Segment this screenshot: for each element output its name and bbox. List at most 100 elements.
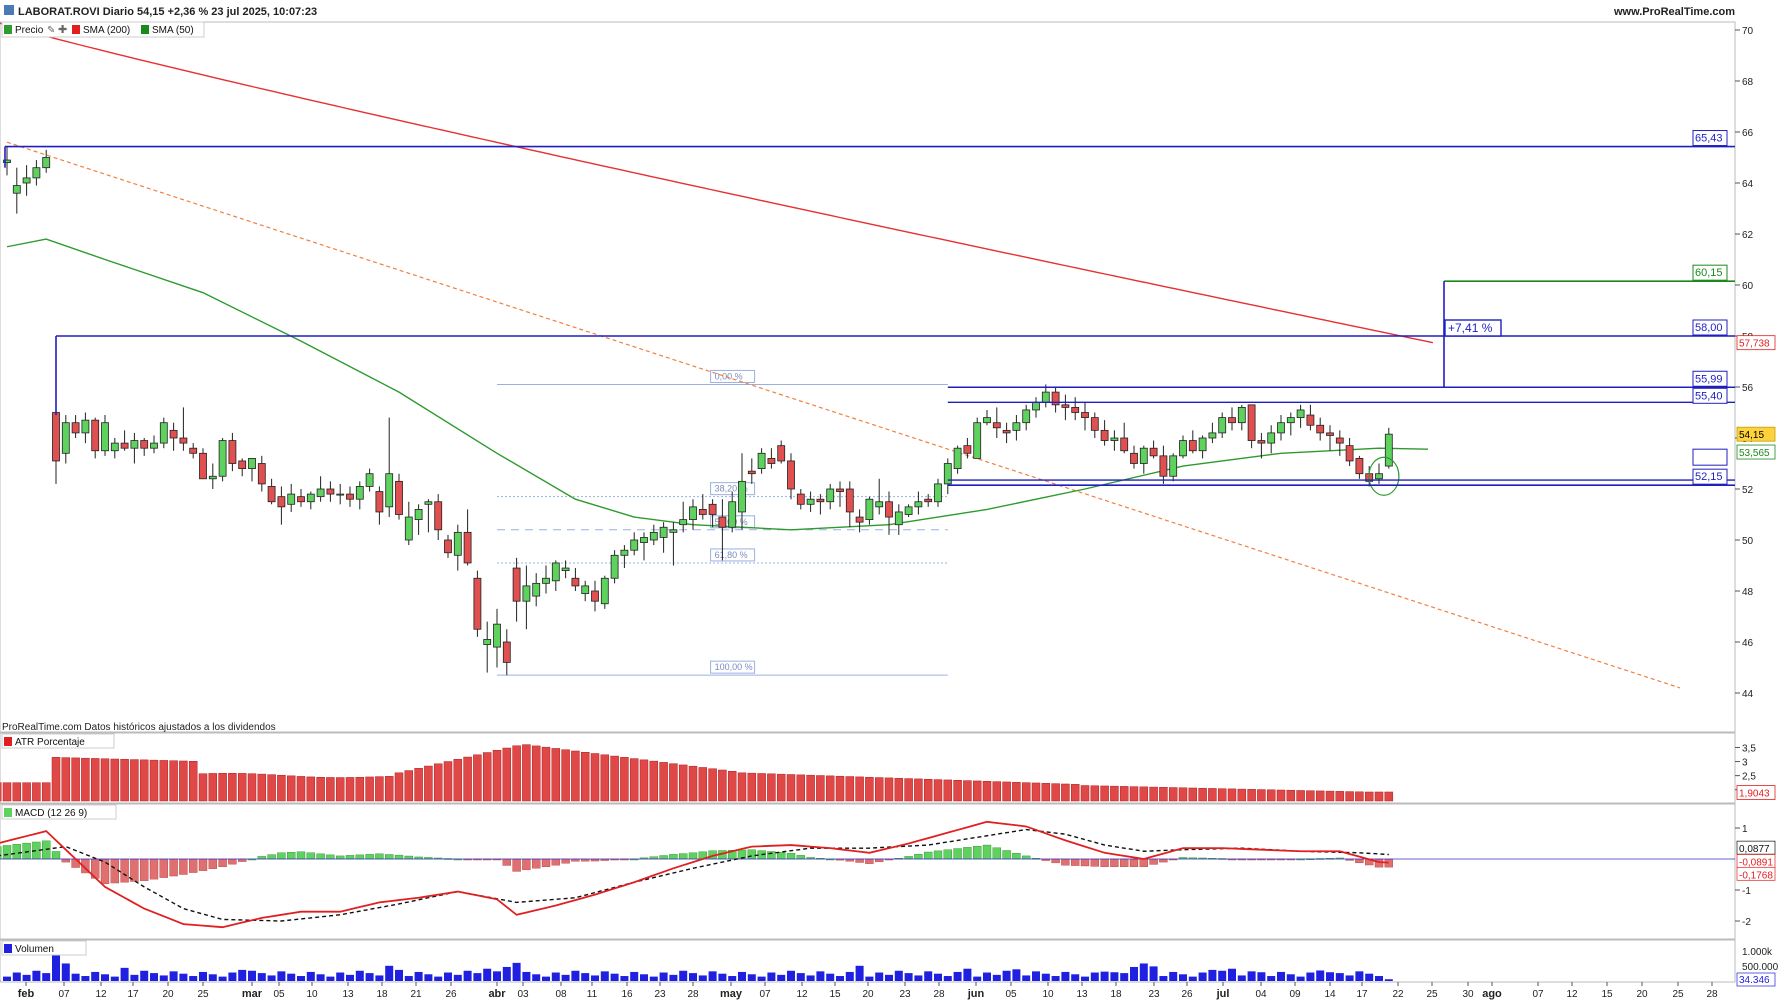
x-tick-label: 17: [1356, 989, 1368, 1000]
volume-bar: [503, 967, 511, 981]
x-tick-label: 26: [445, 989, 457, 1000]
volume-bar: [1248, 971, 1256, 981]
price-tick-label: 52: [1742, 485, 1754, 496]
x-tick-label: 12: [95, 989, 107, 1000]
atr-bar: [601, 755, 609, 801]
atr-bar: [1199, 788, 1207, 801]
candle-down: [190, 448, 197, 453]
legend-swatch-price: [4, 25, 12, 34]
macd-hist-bar: [1159, 859, 1167, 862]
atr-bar: [1346, 792, 1354, 801]
volume-bar: [111, 977, 119, 981]
candle-down: [1327, 433, 1334, 436]
macd-hist-bar: [189, 859, 197, 873]
atr-bar: [826, 776, 834, 801]
x-tick-label: 23: [1148, 989, 1160, 1000]
legend-price: Precio: [15, 25, 44, 36]
macd-tick-label: 1: [1742, 824, 1748, 835]
volume-bar: [1287, 974, 1295, 981]
atr-bar: [1022, 783, 1030, 801]
price-tick-label: 46: [1742, 638, 1754, 649]
candle-down: [513, 568, 520, 601]
volume-bar: [405, 976, 413, 981]
volume-bar: [1101, 972, 1109, 981]
candle-up: [533, 583, 540, 596]
candle-up: [102, 423, 109, 451]
candle-down: [1248, 405, 1255, 441]
volume-bar: [189, 976, 197, 981]
macd-hist-bar: [954, 849, 962, 859]
atr-bar: [689, 766, 697, 801]
atr-bar: [807, 775, 815, 801]
atr-bar: [375, 777, 383, 801]
atr-bar: [797, 775, 805, 801]
macd-hist-bar: [934, 851, 942, 859]
footnote: ProRealTime.com Datos históricos ajustad…: [2, 722, 276, 733]
candle-down: [572, 578, 579, 586]
candle-down: [1258, 441, 1265, 444]
macd-hist-bar: [179, 859, 187, 875]
candle-down: [846, 489, 853, 512]
macd-hist-bar: [1140, 859, 1148, 867]
macd-hist-bar: [219, 859, 227, 867]
macd-hist-bar: [1101, 859, 1109, 867]
macd-hist-bar: [542, 859, 550, 867]
atr-bar: [1228, 789, 1236, 801]
atr-bar: [1316, 791, 1324, 801]
atr-bar: [464, 757, 472, 801]
candle-up: [1111, 438, 1118, 441]
price-panel-frame: [0, 22, 1735, 732]
macd-tick-label: -2: [1742, 917, 1751, 928]
x-tick-label: 30: [1462, 989, 1474, 1000]
candle-up: [62, 423, 69, 454]
brand-link[interactable]: www.ProRealTime.com: [1613, 6, 1735, 18]
window-icon[interactable]: [4, 5, 14, 15]
volume-bar: [1189, 977, 1197, 981]
volume-bar: [209, 974, 217, 981]
macd-hist-bar: [797, 855, 805, 859]
atr-bar: [1238, 789, 1246, 801]
x-tick-label: may: [720, 988, 743, 1000]
candle-up: [13, 186, 20, 194]
candle-down: [347, 494, 354, 499]
wrench-icon[interactable]: ✎: [47, 25, 55, 36]
candle-down: [1082, 413, 1089, 418]
volume-bar: [591, 975, 599, 981]
level-label: 58,00: [1695, 322, 1723, 334]
legend-sma50: SMA (50): [152, 25, 194, 36]
atr-bar: [366, 777, 374, 801]
x-tick-label: ago: [1482, 988, 1502, 1000]
plus-icon[interactable]: ✚: [58, 24, 67, 36]
price-tick-label: 56: [1742, 383, 1754, 394]
candle-up: [1278, 423, 1285, 433]
candle-down: [121, 443, 128, 448]
volume-bar: [1257, 972, 1265, 981]
volume-bar: [1003, 971, 1011, 981]
atr-bar: [1375, 792, 1383, 801]
atr-bar: [571, 751, 579, 801]
volume-bar: [1091, 973, 1099, 981]
macd-hist-bar: [395, 855, 403, 859]
atr-bar: [415, 768, 423, 801]
volume-bar: [42, 973, 50, 981]
atr-bar: [522, 745, 530, 801]
volume-bar: [91, 972, 99, 981]
volume-bar: [973, 977, 981, 981]
atr-bar: [914, 779, 922, 801]
macd-hist-bar: [209, 859, 217, 869]
macd-hist-bar: [944, 850, 952, 859]
candle-up: [1219, 418, 1226, 433]
atr-bar: [718, 770, 726, 801]
volume-bar: [1326, 972, 1334, 981]
atr-bar: [483, 753, 491, 801]
volume-bar: [307, 972, 315, 981]
atr-bar: [1218, 789, 1226, 801]
volume-bar: [385, 966, 393, 981]
macd-hist-bar: [983, 845, 991, 859]
candle-down: [1003, 430, 1010, 433]
atr-bar: [699, 767, 707, 801]
price-tick-label: 70: [1742, 26, 1754, 37]
volume-bar: [944, 976, 952, 981]
volume-bar: [219, 977, 227, 981]
atr-bar: [160, 760, 168, 801]
